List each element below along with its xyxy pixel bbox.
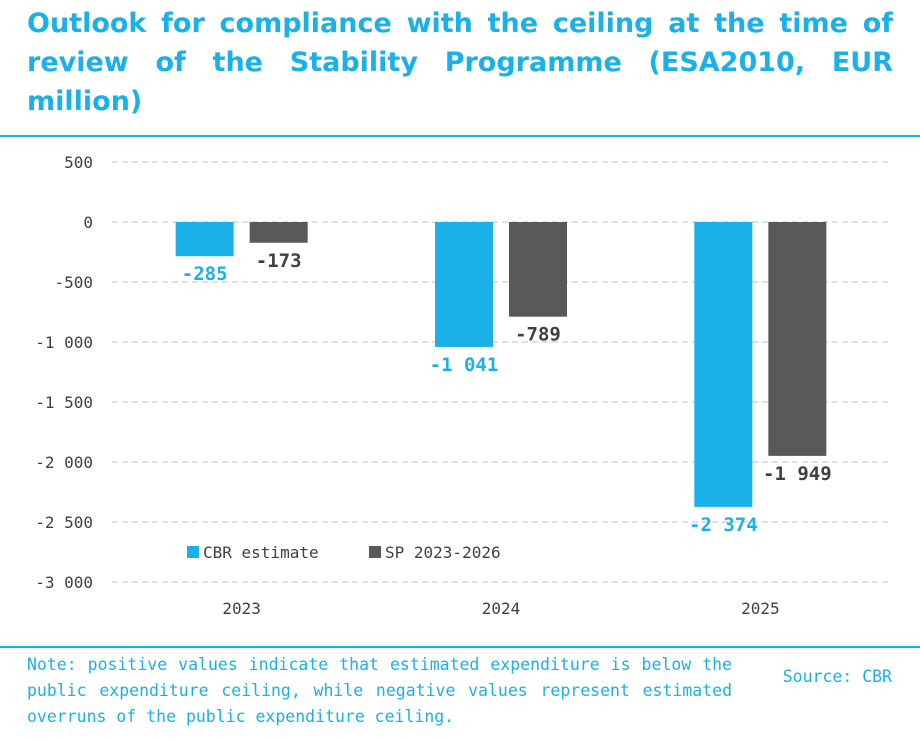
legend: CBR estimate SP 2023-2026 xyxy=(187,543,501,562)
y-tick-label: -1 000 xyxy=(35,333,93,352)
bars xyxy=(175,222,827,507)
bar-cbr-estimate-2023 xyxy=(175,222,234,257)
y-tick-label: -2 000 xyxy=(35,453,93,472)
source-note: Source: CBR xyxy=(782,667,892,686)
bar-sp-2023-2026-2023 xyxy=(249,222,308,243)
chart-title: Outlook for compliance with the ceiling … xyxy=(27,8,893,117)
legend-label: SP 2023-2026 xyxy=(385,543,501,562)
footnote: Note: positive values indicate that esti… xyxy=(27,655,732,726)
x-tick-label: 2023 xyxy=(222,599,261,618)
data-label: -1 041 xyxy=(430,354,499,376)
x-tick-label: 2025 xyxy=(741,599,780,618)
y-tick-label: -1 500 xyxy=(35,393,93,412)
y-tick-label: -2 500 xyxy=(35,513,93,532)
data-label: -285 xyxy=(182,263,228,285)
data-labels: -285 -173 -1 041 -789 -2 374 -1 949 xyxy=(182,250,832,536)
y-tick-label: -500 xyxy=(54,273,93,292)
y-tick-label: 0 xyxy=(83,213,93,232)
legend-swatch xyxy=(187,546,199,558)
y-axis-ticks: 500 0 -500 -1 000 -1 500 -2 000 -2 500 -3 000 xyxy=(35,153,93,592)
bar-chart: 500 0 -500 -1 000 -1 500 -2 000 -2 500 -3 000 -… xyxy=(35,153,890,618)
data-label: -2 374 xyxy=(689,514,758,536)
legend-swatch xyxy=(369,546,381,558)
legend-label: CBR estimate xyxy=(203,543,319,562)
data-label: -789 xyxy=(515,324,561,346)
bar-cbr-estimate-2024 xyxy=(435,222,493,347)
footer-divider xyxy=(0,646,920,648)
title-divider xyxy=(0,135,920,137)
bar-sp-2023-2026-2025 xyxy=(768,222,827,456)
bar-cbr-estimate-2025 xyxy=(694,222,753,507)
bar-sp-2023-2026-2024 xyxy=(509,222,567,317)
x-axis-ticks: 2023 2024 2025 xyxy=(222,599,779,618)
y-tick-label: -3 000 xyxy=(35,573,93,592)
data-label: -173 xyxy=(256,250,302,272)
x-tick-label: 2024 xyxy=(482,599,521,618)
data-label: -1 949 xyxy=(763,463,832,485)
y-tick-label: 500 xyxy=(64,153,93,172)
